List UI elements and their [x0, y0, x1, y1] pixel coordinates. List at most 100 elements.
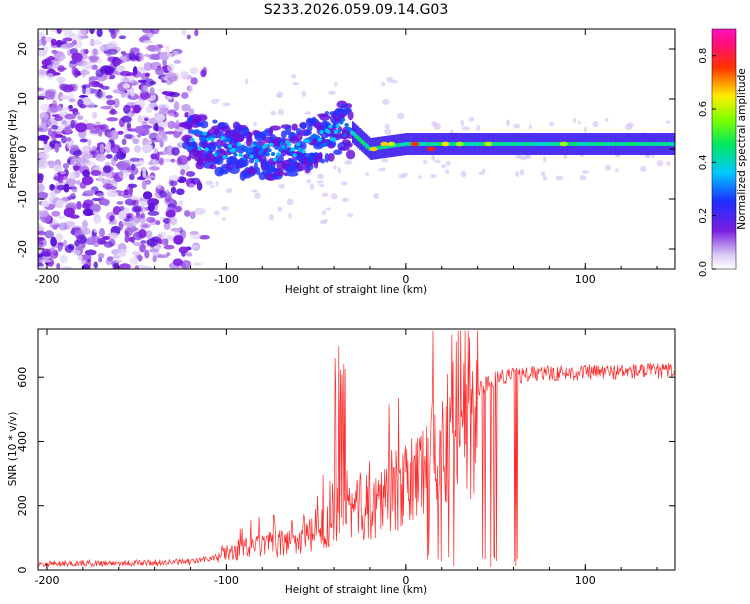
spectral-blob — [85, 87, 91, 96]
spectral-blob — [114, 29, 121, 35]
spectral-blob-faint — [301, 90, 307, 98]
spectral-blob — [131, 250, 140, 256]
spectral-blob-faint — [528, 124, 532, 130]
spectral-blob — [171, 147, 180, 156]
spectral-blob — [56, 262, 61, 269]
spectral-blob — [145, 105, 153, 113]
spectral-blob — [38, 39, 43, 48]
spectral-blob — [80, 96, 92, 106]
spectral-blob — [106, 190, 119, 198]
spectral-blob-faint — [604, 117, 609, 122]
spectral-blob — [38, 236, 45, 242]
spectral-blob — [167, 120, 176, 129]
spectral-blob — [111, 249, 120, 255]
ridge-halo — [246, 166, 257, 175]
spectral-blob-faint — [341, 197, 349, 203]
spectral-blob — [121, 146, 130, 154]
spectral-blob — [146, 216, 156, 223]
spectral-blob — [83, 189, 96, 196]
ridge-core — [335, 123, 340, 128]
spectral-blob — [138, 197, 146, 202]
spectral-blob — [91, 111, 98, 119]
spectral-blob-faint — [378, 167, 386, 172]
ridge-core — [279, 141, 285, 146]
spectral-blob-faint — [381, 158, 389, 163]
spectral-blob — [75, 122, 88, 133]
spectral-blob — [142, 168, 147, 179]
spectral-blob — [79, 138, 88, 143]
spectral-blob-faint — [431, 121, 438, 127]
spectral-blob — [56, 29, 63, 35]
spectral-blob-faint — [292, 81, 300, 86]
snr-ytick-label: 400 — [16, 431, 29, 452]
spectral-blob — [154, 113, 166, 122]
ridge-core — [265, 152, 270, 157]
spectral-blob — [90, 203, 102, 212]
spectral-blob — [147, 210, 160, 216]
spectral-blob — [91, 64, 98, 71]
spectral-blob — [156, 254, 169, 259]
spectral-blob — [194, 207, 206, 215]
spectral-blob — [165, 72, 176, 78]
spectral-blob — [129, 256, 139, 265]
spectral-blob — [51, 50, 58, 54]
ridge-halo — [344, 142, 353, 148]
ridge-halo — [333, 149, 343, 155]
ridge-core — [274, 145, 279, 150]
spectral-blob — [143, 61, 153, 71]
spectral-blob — [170, 180, 178, 187]
spectral-blob — [134, 265, 140, 269]
spectral-blob-faint — [441, 164, 446, 169]
spectral-blob — [181, 92, 189, 99]
ridge-core — [287, 142, 292, 147]
spectral-blob — [98, 256, 103, 263]
ridge-core — [199, 131, 204, 136]
spectral-blob — [113, 98, 120, 108]
spectral-blob — [190, 245, 200, 250]
ridge-core — [215, 151, 220, 156]
spectral-blob — [84, 161, 96, 166]
ridge-core — [304, 153, 310, 158]
spectral-blob — [81, 71, 86, 78]
ridge-halo — [208, 149, 213, 154]
spectral-blob — [66, 137, 72, 142]
ridge-core — [317, 137, 322, 142]
spectral-blob — [119, 263, 131, 269]
spectral-blob — [80, 146, 90, 155]
spectral-blob — [88, 81, 101, 88]
spectral-blob — [39, 210, 49, 218]
spectral-blob-faint — [579, 174, 587, 181]
spectral-blob-faint — [460, 170, 467, 178]
spectral-blob — [112, 205, 122, 216]
ridge-core — [197, 146, 202, 151]
spectral-blob — [138, 52, 145, 62]
ridge-halo — [300, 122, 307, 130]
ridge-halo — [214, 156, 224, 165]
spectral-blob — [158, 120, 170, 127]
spectral-blob — [48, 90, 55, 100]
ridge-core — [342, 133, 348, 138]
spectral-blob — [108, 238, 116, 247]
spectral-blob — [149, 86, 155, 96]
snr-ytick-label: 200 — [16, 495, 29, 516]
spectral-blob — [79, 254, 92, 262]
ridge-core — [233, 152, 238, 157]
spectral-blob — [71, 249, 81, 256]
spectral-blob — [76, 201, 82, 210]
spectral-blob — [61, 196, 69, 204]
spectral-blob — [184, 210, 191, 217]
colorbar-tick-label: 0.8 — [698, 48, 709, 64]
spectral-blob — [105, 154, 113, 159]
spectral-blob — [185, 252, 193, 257]
spectral-blob — [145, 230, 153, 239]
ridge-core — [672, 142, 675, 146]
spectral-blob — [129, 157, 140, 162]
spectral-blob — [53, 164, 63, 172]
spectral-blob-faint — [431, 154, 435, 161]
spectral-blob — [70, 119, 76, 129]
spectral-blob — [110, 108, 116, 115]
spec-ytick-label: -10 — [16, 190, 29, 208]
spectral-blob — [162, 150, 167, 155]
spectral-blob-faint — [656, 160, 664, 167]
spectral-blob — [113, 154, 119, 162]
